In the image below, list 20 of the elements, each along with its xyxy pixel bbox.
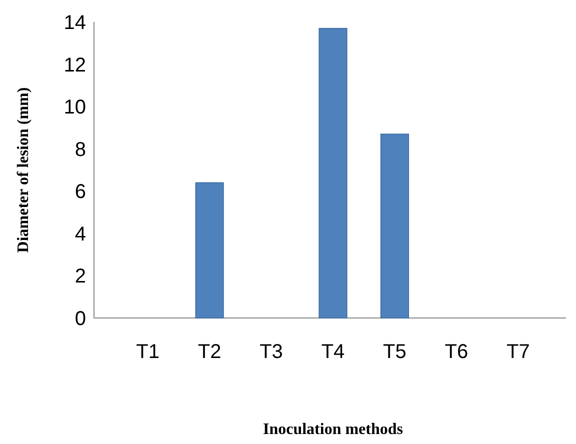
x-tick-label: T7 [506, 341, 530, 363]
x-tick-label: T4 [321, 341, 345, 363]
y-tick-label: 6 [74, 181, 86, 204]
y-tick-label: 10 [64, 96, 86, 119]
y-tick-label: 0 [74, 308, 86, 330]
y-tick-label: 8 [74, 138, 86, 161]
y-tick-label: 14 [64, 12, 86, 34]
x-tick-label: T5 [383, 341, 406, 363]
x-tick-label: T3 [260, 341, 283, 363]
y-axis-title: Diameter of lesion (mm) [15, 87, 32, 253]
x-tick-label: T2 [198, 341, 222, 363]
y-tick-label: 12 [64, 54, 86, 76]
x-axis-title: Inoculation methods [262, 421, 404, 438]
bar [195, 182, 224, 318]
x-tick-label: T1 [136, 341, 160, 363]
y-tick-label: 2 [74, 266, 86, 288]
bar [380, 134, 410, 318]
x-tick-label: T6 [444, 341, 468, 363]
bar [318, 28, 348, 318]
y-tick-label: 4 [74, 223, 86, 246]
